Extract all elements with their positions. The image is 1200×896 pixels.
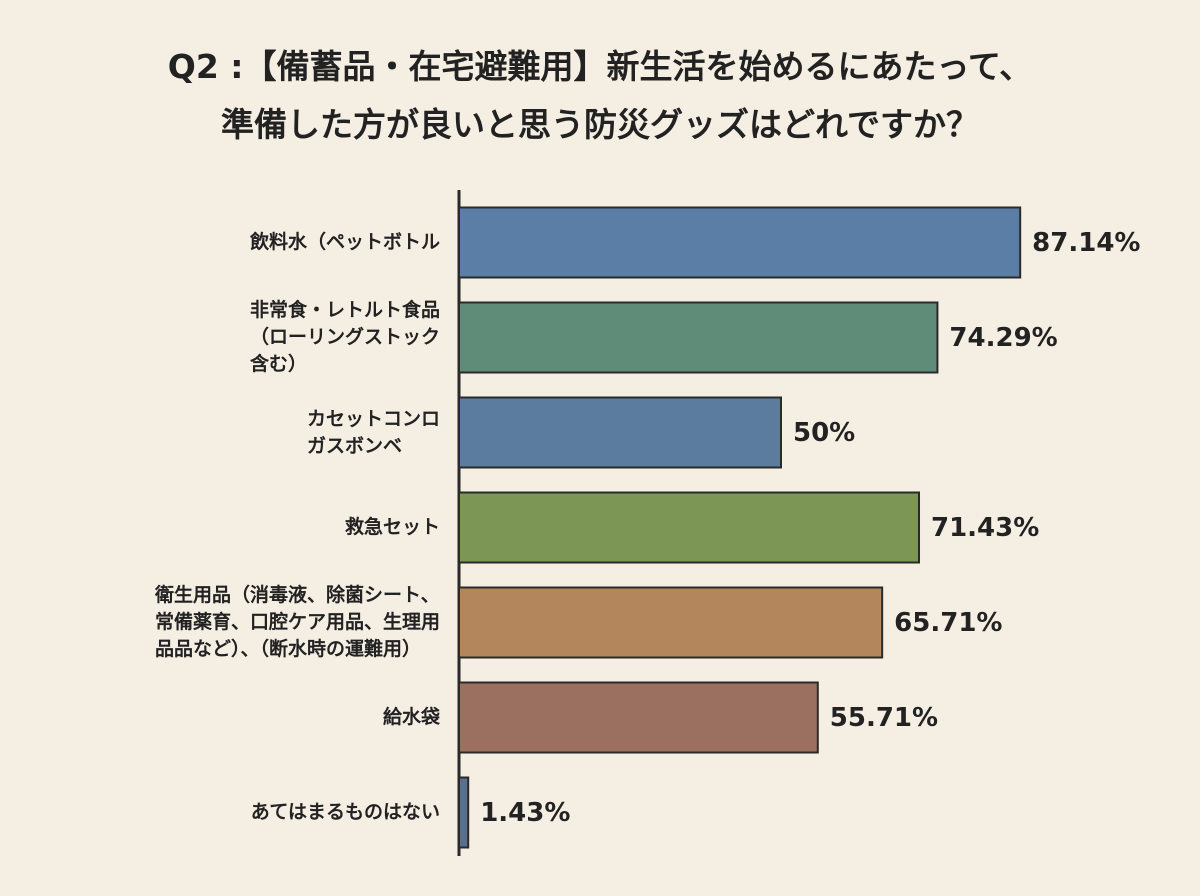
category-label: 救急セット bbox=[40, 483, 440, 573]
category-label: 給水袋 bbox=[40, 673, 440, 763]
bar bbox=[458, 586, 884, 659]
category-label: 飲料水（ペットボトル bbox=[40, 198, 440, 288]
category-text: 飲料水（ペットボトル bbox=[249, 231, 440, 253]
value-label: 55.71% bbox=[829, 702, 939, 733]
category-text: 衛生用品（消毒液、除菌シート、 常備薬育、口腔ケア用品、生理用 品品など）、（断… bbox=[154, 584, 440, 660]
category-text: 非常食・レトルト食品 （ローリングストック 含む） bbox=[249, 299, 440, 375]
category-text: あてはまるものはない bbox=[250, 801, 440, 823]
category-text: 救急セット bbox=[344, 516, 440, 538]
value-label: 87.14% bbox=[1032, 227, 1141, 258]
value-label: 71.43% bbox=[931, 512, 1040, 543]
bar bbox=[458, 206, 1022, 279]
chart-title: Q2 :【備蓄品・在宅避難用】新生活を始めるにあたって、 準備した方が良いと思う… bbox=[167, 47, 1033, 144]
category-label: 衛生用品（消毒液、除菌シート、 常備薬育、口腔ケア用品、生理用 品品など）、（断… bbox=[40, 578, 440, 668]
bar bbox=[458, 396, 782, 469]
category-label: カセットコンロ ガスボンベ bbox=[40, 388, 440, 478]
bar bbox=[458, 681, 819, 754]
category-label: あてはまるものはない bbox=[40, 768, 440, 858]
category-label: 非常食・レトルト食品 （ローリングストック 含む） bbox=[40, 293, 440, 383]
category-text: 給水袋 bbox=[382, 706, 440, 728]
value-label: 74.29% bbox=[949, 322, 1058, 353]
bar bbox=[458, 301, 939, 374]
category-text: カセットコンロ ガスボンベ bbox=[306, 407, 440, 457]
bar bbox=[458, 776, 470, 849]
bar bbox=[458, 491, 921, 564]
value-label: 1.43% bbox=[480, 797, 571, 828]
value-label: 50% bbox=[793, 417, 856, 448]
value-label: 65.71% bbox=[894, 607, 1003, 638]
